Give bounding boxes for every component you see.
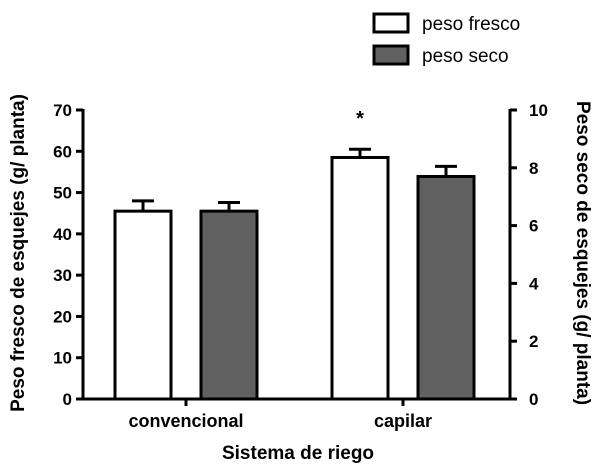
y2-tick-label: 2 [529,332,538,351]
y-tick-label: 30 [53,266,72,285]
bar-peso-fresco-capilar [330,155,390,401]
axis-labels: Sistema de riego Peso fresco de esquejes… [8,94,593,464]
y2-tick-label: 4 [529,274,539,293]
x-axis-title: Sistema de riego [222,443,374,464]
x-tick-label: capilar [374,411,432,431]
y-tick-label: 70 [53,101,72,120]
y2-tick-label: 8 [529,159,538,178]
bars: * [113,108,476,401]
y-tick-label: 0 [63,390,72,409]
y-tick-label: 60 [53,142,72,161]
y-axis-title: Peso fresco de esquejes (g/ planta) [8,94,29,412]
legend: peso fresco peso seco [372,12,520,67]
legend-label: peso seco [422,46,509,67]
legend-label: peso fresco [422,14,520,35]
y-tick-label: 50 [53,184,72,203]
legend-swatch [372,44,410,66]
y2-axis-title: Peso seco de esquejes (g/ planta) [572,101,593,405]
y2-tick-label: 0 [529,390,538,409]
y2-tick-label: 6 [529,217,538,236]
significance-asterisk: * [356,108,364,130]
y-tick-label: 40 [53,225,72,244]
y-tick-label: 20 [53,307,72,326]
x-tick-label: convencional [128,411,243,431]
bar-peso-seco-capilar [416,174,476,401]
bar-peso-seco-convencional [199,209,259,401]
y2-tick-label: 10 [529,101,548,120]
bar-peso-fresco-convencional [113,209,173,401]
y-tick-label: 10 [53,349,72,368]
legend-swatch [372,12,410,34]
